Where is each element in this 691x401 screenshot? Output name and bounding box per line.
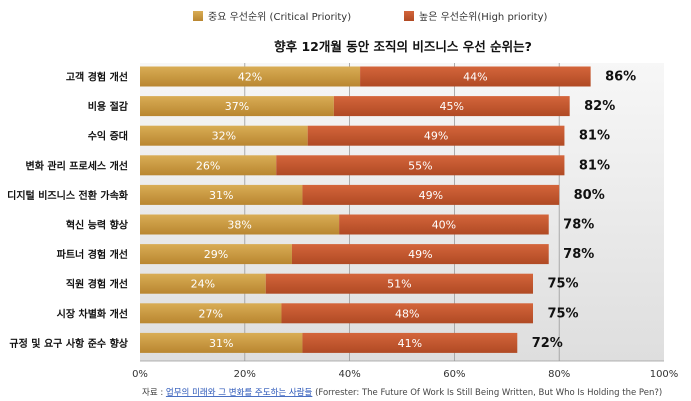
bar-high (265, 273, 533, 294)
bar-high (291, 244, 549, 265)
category-label: 규정 및 요구 사항 준수 향상 (9, 337, 128, 350)
bar-critical (140, 155, 277, 176)
bar-critical (140, 214, 340, 235)
chart-title: 향후 12개월 동안 조직의 비즈니스 우선 순위는? (274, 39, 532, 54)
legend-swatch-high (404, 11, 414, 21)
total-label: 86% (605, 70, 636, 85)
bar-label-high: 55% (408, 159, 432, 172)
x-tick-label: 40% (338, 369, 360, 380)
source-prefix: 자료 : (142, 388, 166, 398)
legend-label-critical: 중요 우선순위 (Critical Priority) (208, 10, 351, 23)
source-note: 자료 : 업무의 미래와 그 변화를 주도하는 사람들 (Forrester: … (142, 387, 662, 398)
bar-high (276, 155, 565, 176)
x-tick-label: 100% (650, 369, 679, 380)
x-axis-ticks: 0% 20% 40% 60% 80% 100% (132, 369, 678, 380)
bar-high (302, 332, 518, 353)
bar-label-critical: 27% (199, 307, 223, 320)
category-label: 디지털 비즈니스 전환 가속화 (7, 189, 129, 202)
bar-label-high: 49% (419, 189, 443, 202)
category-label: 고객 경험 개선 (66, 71, 128, 84)
total-label: 78% (563, 247, 594, 262)
bar-critical (140, 303, 282, 324)
bar-critical (140, 332, 303, 353)
bar-label-high: 51% (387, 278, 411, 291)
bar-label-critical: 26% (196, 159, 220, 172)
x-tick-label: 20% (234, 369, 256, 380)
bar-label-critical: 29% (204, 248, 228, 261)
total-label: 81% (579, 129, 610, 144)
bar-high (302, 184, 560, 205)
bar-label-critical: 24% (191, 278, 215, 291)
total-label: 80% (574, 188, 605, 203)
x-tick-label: 80% (548, 369, 570, 380)
bar-label-high: 44% (463, 71, 487, 84)
category-label: 비용 절감 (88, 100, 129, 113)
bar-label-high: 48% (395, 307, 419, 320)
bar-high (360, 66, 591, 87)
bar-critical (140, 273, 266, 294)
bar-label-critical: 42% (238, 71, 262, 84)
category-label: 직원 경험 개선 (66, 278, 128, 291)
bar-label-high: 49% (424, 130, 448, 143)
bar-label-high: 49% (408, 248, 432, 261)
total-label: 78% (563, 218, 594, 233)
category-label: 변화 관리 프로세스 개선 (26, 159, 128, 172)
legend: 중요 우선순위 (Critical Priority) 높은 우선순위(High… (193, 10, 548, 23)
bar-high (339, 214, 549, 235)
bar-label-critical: 31% (209, 337, 233, 350)
bar-label-high: 40% (432, 219, 456, 232)
bar-label-high: 41% (398, 337, 422, 350)
bar-label-critical: 38% (227, 219, 251, 232)
bar-label-critical: 32% (212, 130, 236, 143)
bar-critical (140, 125, 308, 146)
total-label: 72% (532, 336, 563, 351)
source-link[interactable]: 업무의 미래와 그 변화를 주도하는 사람들 (166, 387, 313, 398)
legend-label-high: 높은 우선순위(High priority) (419, 10, 548, 23)
bar-label-critical: 31% (209, 189, 233, 202)
source-suffix: (Forrester: The Future Of Work Is Still … (315, 388, 662, 398)
bar-critical (140, 184, 303, 205)
bar-high (281, 303, 533, 324)
total-label: 82% (584, 99, 615, 114)
bar-high (307, 125, 565, 146)
x-tick-label: 60% (443, 369, 465, 380)
bar-label-critical: 37% (225, 100, 249, 113)
bar-critical (140, 244, 292, 265)
category-label: 수익 증대 (88, 130, 128, 143)
category-label: 파트너 경험 개선 (57, 248, 128, 261)
category-label: 혁신 능력 향상 (66, 219, 129, 232)
bar-high (333, 96, 570, 117)
x-tick-label: 0% (132, 369, 148, 380)
bar-critical (140, 96, 334, 117)
total-label: 75% (547, 306, 578, 321)
legend-swatch-critical (193, 11, 203, 21)
total-label: 81% (579, 158, 610, 173)
bars-layer: 고객 경험 개선 42% 44% 86% 비용 절감 37% 45% 82% 수익 증대 32% 4… (7, 66, 636, 353)
total-label: 75% (547, 277, 578, 292)
bar-label-high: 45% (440, 100, 464, 113)
category-label: 시장 차별화 개선 (57, 307, 128, 320)
bar-critical (140, 66, 361, 87)
